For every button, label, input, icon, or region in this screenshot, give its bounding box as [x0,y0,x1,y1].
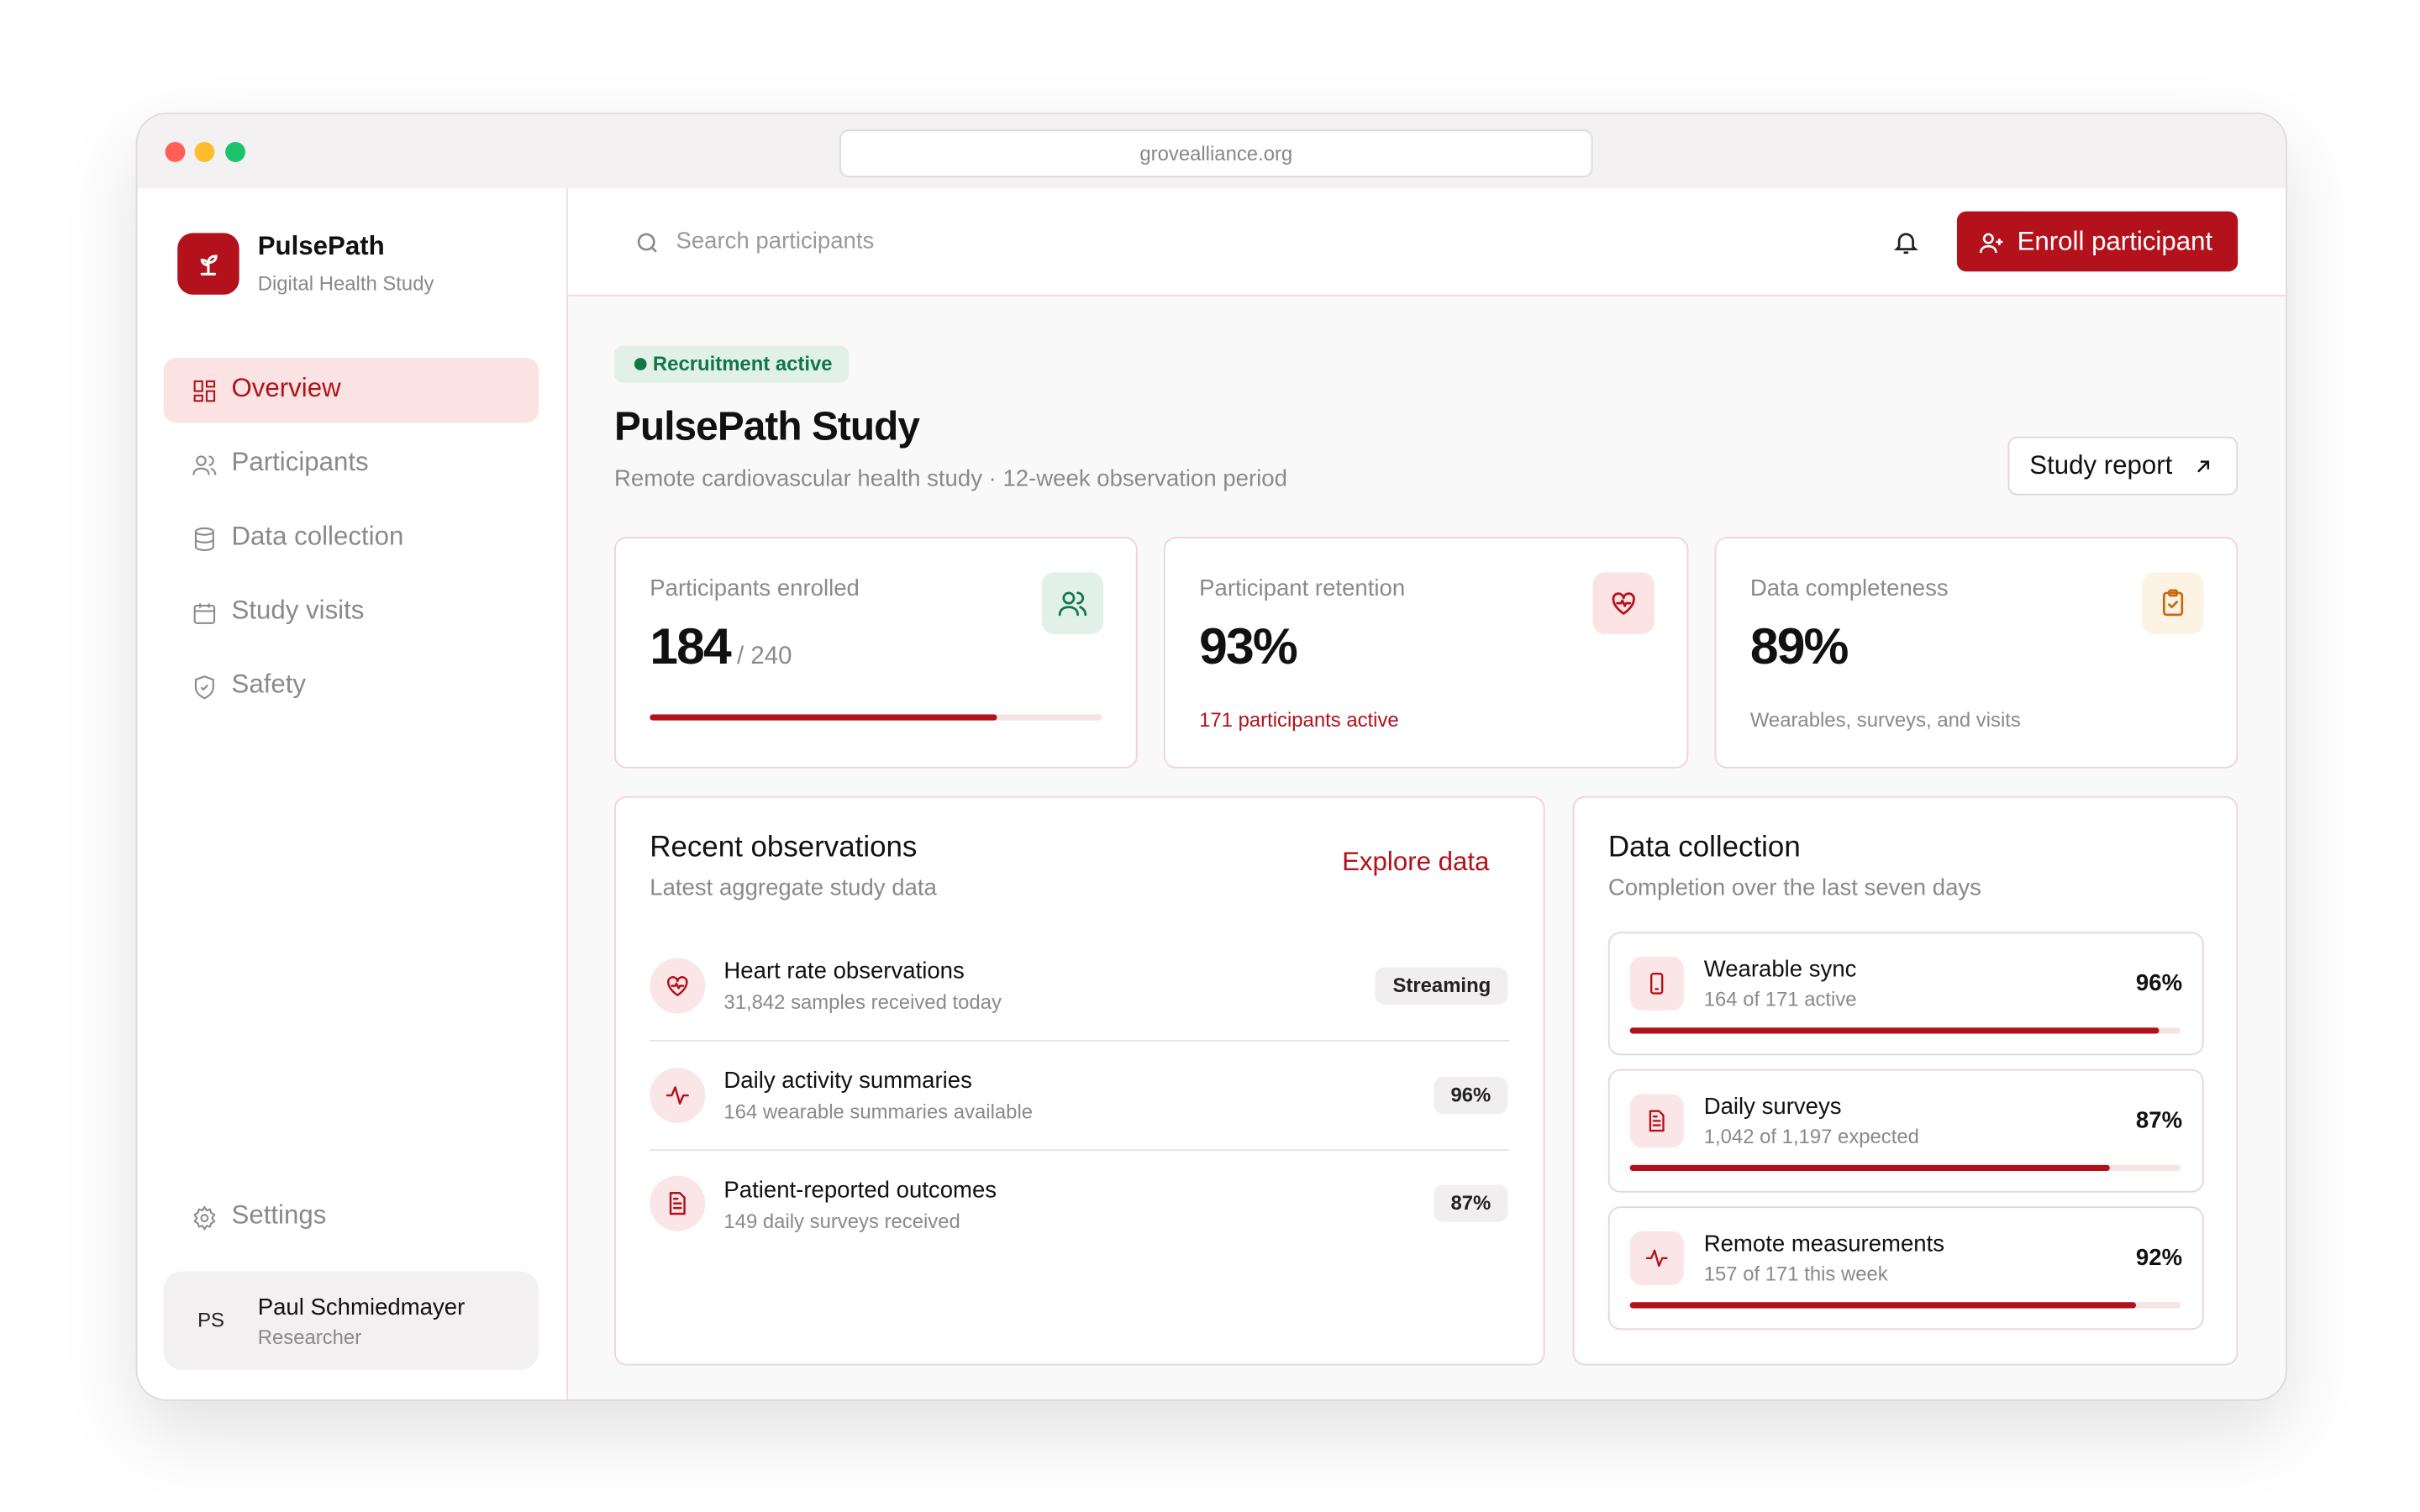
page-subtitle: Remote cardiovascular health study · 12-… [614,465,1287,492]
row-percent: 96% [2135,970,2183,997]
settings[interactable]: Settings [193,1200,326,1231]
enroll-button[interactable]: Enroll participant [1956,211,2238,272]
row-detail: 164 wearable summaries available [723,1100,1034,1124]
title-bar: grovealliance.org [137,113,2286,190]
sidebar: PulsePath Digital Health Study Overview … [137,188,568,1399]
collection-row: Daily surveys 1,042 of 1,197 expected 87% [1607,1068,2204,1193]
row-detail: 149 daily surveys received [723,1209,960,1233]
progress-track [650,714,1102,721]
logo [177,233,239,295]
stat-value: 93% [1199,617,1298,675]
row-badge: Streaming [1376,967,1508,1005]
nav-active-bg [163,358,539,423]
nav-item[interactable]: Participants [192,448,369,479]
stat-value: 89% [1749,617,1849,675]
user-role: Researcher [257,1325,362,1349]
user-card[interactable]: PS Paul Schmiedmayer Researcher [163,1271,539,1370]
stat-card: Data completeness 89% Wearables, surveys… [1714,537,2238,769]
collection-row: Wearable sync 164 of 171 active 96% [1607,932,2204,1056]
report-button[interactable]: Study report [2007,436,2238,496]
stat-card: Participant retention 93% 171 participan… [1163,537,1689,769]
row-detail: 31,842 samples received today [723,990,1002,1014]
row-title: Daily activity summaries [723,1067,972,1095]
stat-label: Data completeness [1749,575,1949,602]
panel-subtitle: Completion over the last seven days [1607,874,1981,901]
url-bar[interactable]: grovealliance.org [839,129,1593,178]
nav-item[interactable]: Data collection [194,522,403,553]
panel-title: Recent observations [650,831,918,864]
progress-bar [650,714,997,721]
page-title: PulsePath Study [614,402,920,449]
user-name: Paul Schmiedmayer [257,1294,466,1321]
max-dot[interactable] [225,141,246,162]
row-percent: 92% [2135,1245,2183,1272]
progress-track [1629,1164,2181,1172]
nav-item[interactable]: Study visits [193,596,364,627]
row-title: Daily surveys [1703,1094,1842,1121]
collection-panel: Data collection Completion over the last… [1572,795,2238,1366]
row-percent: 87% [2135,1107,2183,1134]
row-detail: 1,042 of 1,197 expected [1703,1124,1919,1148]
row-badge: 96% [1434,1077,1508,1115]
search-input[interactable]: Search participants [676,228,875,255]
row-title: Heart rate observations [723,958,965,984]
app-name: PulsePath [257,231,385,261]
panel-subtitle: Latest aggregate study data [650,874,937,901]
row-title: Wearable sync [1703,956,1857,983]
progress-bar [1629,1302,2137,1309]
row-title: Remote measurements [1703,1231,1945,1257]
collection-row: Remote measurements 157 of 171 this week 9… [1607,1206,2204,1331]
stat-note: Wearables, surveys, and visits [1749,708,2021,732]
user-initials: PS [197,1308,224,1332]
progress-track [1629,1302,2181,1309]
observations-panel: Recent observations Latest aggregate stu… [614,795,1545,1366]
stat-label: Participants enrolled [650,575,860,602]
panel-title: Data collection [1607,831,1801,864]
stat-card: Participants enrolled 184 / 240 [614,537,1138,769]
row-title: Patient-reported outcomes [723,1177,997,1204]
progress-bar [1629,1164,2109,1172]
stat-note: 171 participants active [1199,708,1399,732]
status-badge: Recruitment active [614,345,850,383]
row-badge: 87% [1434,1184,1508,1222]
progress-track [1629,1027,2181,1034]
nav-item[interactable]: Safety [194,669,306,701]
bell[interactable] [1892,228,1920,256]
top-bar: Search participants Enroll participant [567,188,2286,297]
stat-target: / 240 [737,643,792,670]
stat-label: Participant retention [1199,575,1406,602]
min-dot[interactable] [194,141,215,162]
close-dot[interactable] [165,141,186,162]
window: grovealliance.org PulsePath Digital Heal… [135,113,2287,1401]
progress-bar [1629,1027,2160,1034]
app-subtitle: Digital Health Study [257,271,434,295]
nav-item[interactable]: Overview [193,373,341,404]
row-detail: 157 of 171 this week [1703,1262,1888,1285]
explore-link[interactable]: Explore data [1342,847,1490,877]
stat-value: 184 [650,617,731,675]
row-detail: 164 of 171 active [1703,987,1857,1011]
